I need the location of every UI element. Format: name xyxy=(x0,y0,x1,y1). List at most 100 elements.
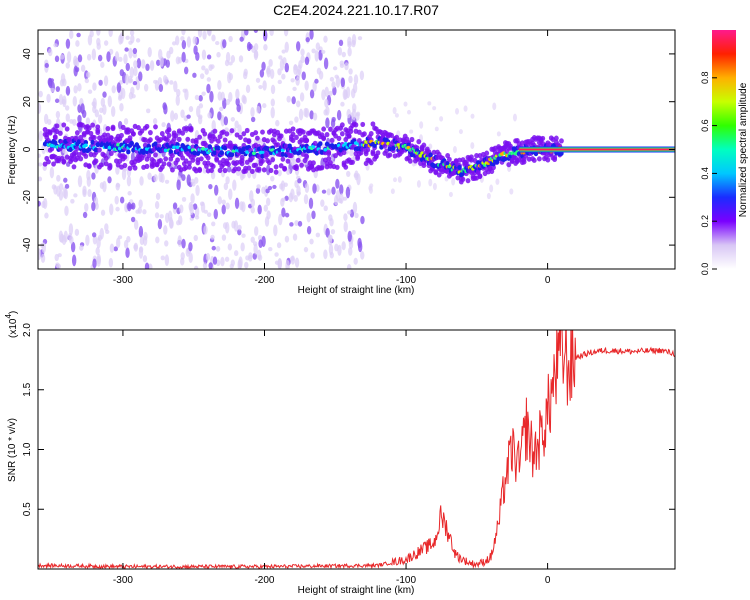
ridge-halo-mark xyxy=(266,160,272,166)
ridge-halo-mark xyxy=(170,152,175,159)
noise-mark xyxy=(346,170,351,178)
noise-mark xyxy=(458,129,463,135)
noise-mark xyxy=(346,264,352,269)
noise-mark xyxy=(277,258,282,269)
ridge-halo-mark xyxy=(278,133,284,139)
noise-mark xyxy=(87,34,93,46)
y-tick-label: 0 xyxy=(22,146,33,152)
noise-mark xyxy=(337,46,343,56)
noise-mark xyxy=(285,260,290,269)
noise-mark xyxy=(142,209,147,215)
noise-mark xyxy=(244,30,249,36)
noise-mark xyxy=(315,42,321,51)
noise-mark xyxy=(190,193,195,204)
noise-mark xyxy=(259,69,265,78)
noise-mark xyxy=(308,197,314,210)
noise-mark xyxy=(343,221,348,233)
noise-mark xyxy=(123,239,129,249)
noise-mark xyxy=(241,94,246,104)
noise-mark xyxy=(55,262,60,268)
ridge-halo-mark xyxy=(421,142,427,148)
y-tick-label: -20 xyxy=(22,190,33,205)
ridge-halo-mark xyxy=(159,131,165,137)
noise-mark xyxy=(184,66,189,75)
noise-mark xyxy=(53,185,58,195)
colorbar: 0.0 0.2 0.4 0.6 0.8 Normalized spectral ampl… xyxy=(700,30,749,275)
noise-mark xyxy=(357,237,362,249)
ridge-halo-mark xyxy=(232,166,238,172)
ridge-halo-mark xyxy=(407,158,413,164)
noise-mark xyxy=(273,224,278,237)
noise-mark xyxy=(348,68,353,75)
noise-mark xyxy=(486,192,491,200)
noise-mark xyxy=(299,92,305,102)
ridge-halo-mark xyxy=(98,162,104,168)
noise-mark xyxy=(496,131,501,137)
ridge-halo-mark xyxy=(187,160,192,166)
ridge-halo-mark xyxy=(61,158,67,164)
noise-mark xyxy=(303,194,309,205)
noise-mark xyxy=(250,107,255,118)
ridge-halo-mark xyxy=(249,168,255,175)
noise-mark xyxy=(208,262,213,269)
noise-mark xyxy=(206,83,211,94)
ridge-halo-mark xyxy=(463,159,469,165)
ridge-halo-mark xyxy=(489,168,495,174)
ridge-halo-mark xyxy=(144,123,150,130)
noise-mark xyxy=(109,203,114,216)
ridge-halo-mark xyxy=(161,161,167,167)
ridge-halo-mark xyxy=(246,165,252,171)
noise-mark xyxy=(278,55,283,60)
ridge-halo-mark xyxy=(334,125,340,131)
noise-mark xyxy=(85,234,90,246)
noise-mark xyxy=(91,172,96,180)
noise-mark xyxy=(154,212,160,219)
noise-mark xyxy=(202,30,207,40)
noise-mark xyxy=(293,194,298,202)
noise-mark xyxy=(223,182,229,191)
noise-mark xyxy=(332,66,338,71)
ridge-halo-mark xyxy=(103,155,109,162)
noise-mark xyxy=(92,82,97,91)
ridge-halo-mark xyxy=(312,140,318,146)
noise-mark xyxy=(360,215,365,225)
ridge-halo-mark xyxy=(273,169,279,175)
noise-mark xyxy=(127,191,132,196)
ridge-halo-mark xyxy=(105,126,111,132)
noise-mark xyxy=(300,48,305,56)
noise-mark xyxy=(321,189,327,194)
ridge-halo-mark xyxy=(47,130,53,136)
ridge-halo-mark xyxy=(83,153,89,159)
noise-mark xyxy=(80,64,86,73)
noise-mark xyxy=(102,104,107,116)
noise-mark xyxy=(258,85,263,90)
noise-mark xyxy=(295,76,300,86)
noise-mark xyxy=(207,112,212,119)
ridge-halo-mark xyxy=(86,163,92,169)
noise-mark xyxy=(286,168,291,176)
noise-mark xyxy=(339,184,344,196)
noise-mark xyxy=(202,262,208,269)
noise-mark xyxy=(128,91,134,100)
snr-y-label: SNR (10 * v/v) xyxy=(7,418,18,482)
ridge-halo-mark xyxy=(540,135,546,142)
noise-mark xyxy=(138,246,144,259)
noise-mark xyxy=(50,87,55,93)
ridge-halo-mark xyxy=(255,135,260,141)
ridge-halo-mark xyxy=(153,152,158,158)
ridge-halo-mark xyxy=(163,156,169,162)
ridge-halo-mark xyxy=(86,125,92,131)
noise-mark xyxy=(224,59,230,67)
noise-mark xyxy=(297,220,303,227)
noise-mark xyxy=(197,115,203,125)
ridge-halo-mark xyxy=(236,166,242,172)
ridge-halo-mark xyxy=(304,153,310,159)
noise-mark xyxy=(181,196,187,202)
ridge-peak-mark xyxy=(353,141,358,145)
noise-mark xyxy=(38,130,43,142)
ridge-peak-mark xyxy=(175,145,180,150)
noise-mark xyxy=(214,184,219,196)
noise-mark xyxy=(56,174,61,182)
noise-mark xyxy=(115,237,121,249)
noise-mark xyxy=(311,48,316,54)
